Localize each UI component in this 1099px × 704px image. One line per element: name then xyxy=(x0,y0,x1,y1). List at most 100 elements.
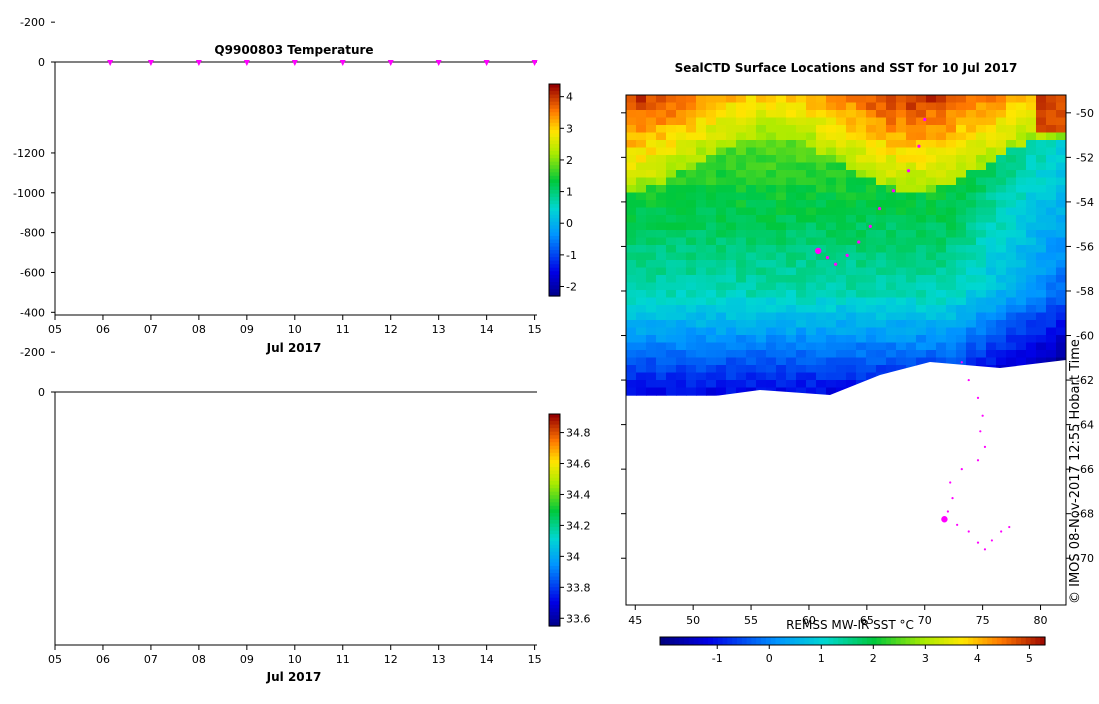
sst-cell xyxy=(946,290,957,299)
sst-colorbar-swatch xyxy=(943,637,950,645)
sst-cell xyxy=(756,140,767,149)
map-x-tick-label: 70 xyxy=(918,614,932,627)
colorbar-swatch xyxy=(549,569,560,574)
sst-cell xyxy=(756,110,767,119)
sst-cell xyxy=(976,275,987,284)
sst-cell xyxy=(956,260,967,269)
sst-cell xyxy=(946,267,957,276)
sst-cell xyxy=(976,117,987,126)
map-x-tick-label: 65 xyxy=(860,614,874,627)
track-point xyxy=(956,523,959,526)
sst-cell xyxy=(966,222,977,231)
sst-colorbar-tick-label: 5 xyxy=(1026,652,1033,665)
sst-cell xyxy=(1056,260,1066,269)
sst-cell xyxy=(1056,327,1066,336)
sst-cell xyxy=(976,237,987,246)
sst-cell xyxy=(796,342,807,351)
sst-cell xyxy=(856,177,867,186)
sst-cell xyxy=(636,320,647,329)
sst-cell xyxy=(846,170,857,179)
sst-cell xyxy=(836,372,847,381)
sst-cell xyxy=(726,207,737,216)
sst-cell xyxy=(876,350,887,359)
sst-cell xyxy=(696,207,707,216)
sst-cell xyxy=(746,132,757,141)
sst-cell xyxy=(736,200,747,209)
sst-cell xyxy=(1026,327,1037,336)
sst-cell xyxy=(636,222,647,231)
colorbar-swatch xyxy=(549,182,560,188)
sst-cell xyxy=(776,95,787,104)
sst-cell xyxy=(886,140,897,149)
sst-colorbar-swatch xyxy=(828,637,834,645)
sst-cell xyxy=(966,357,977,366)
colorbar-swatch xyxy=(549,193,560,198)
sst-cell xyxy=(636,327,647,336)
y-tick-label: -600 xyxy=(20,266,45,279)
sst-cell xyxy=(1026,185,1037,194)
profile-marker xyxy=(291,60,298,66)
colorbar-swatch xyxy=(549,611,560,616)
sst-cell xyxy=(766,162,777,171)
sst-cell xyxy=(636,372,647,381)
sst-cell xyxy=(676,282,687,291)
colorbar-swatch xyxy=(549,246,560,251)
sst-cell xyxy=(996,282,1007,291)
colorbar-swatch xyxy=(549,580,560,585)
colorbar-swatch xyxy=(549,122,560,127)
colorbar-swatch xyxy=(549,197,560,202)
map-axes: 45 50 55 60 65 70 75 80-50-52-54-56-58-60-62-64… xyxy=(621,94,1094,627)
sst-cell xyxy=(896,222,907,231)
sst-cell xyxy=(686,200,697,209)
sst-cell xyxy=(906,215,917,224)
sst-cell xyxy=(1016,290,1027,299)
sst-cell xyxy=(956,275,967,284)
sst-cell xyxy=(706,102,717,111)
sst-cell xyxy=(666,297,677,306)
sst-cell xyxy=(676,110,687,119)
sst-cell xyxy=(996,237,1007,246)
sst-cell xyxy=(876,267,887,276)
sst-cell xyxy=(886,260,897,269)
sst-cell xyxy=(636,230,647,239)
sst-cell xyxy=(996,192,1007,201)
sst-cell xyxy=(1026,140,1037,149)
colorbar-swatch xyxy=(549,594,560,599)
sst-cell xyxy=(756,200,767,209)
sst-cell xyxy=(826,260,837,269)
sst-cell xyxy=(866,155,877,164)
sst-cell xyxy=(726,275,737,284)
colorbar-swatch xyxy=(549,84,560,89)
sst-cell xyxy=(1036,140,1047,149)
sst-cell xyxy=(726,252,737,261)
track-point xyxy=(868,224,872,228)
sst-cell xyxy=(976,260,987,269)
colorbar-swatch xyxy=(549,154,560,159)
sst-cell xyxy=(756,267,767,276)
sst-cell xyxy=(996,132,1007,141)
sst-cell xyxy=(776,102,787,111)
sst-cell xyxy=(856,162,867,171)
sst-cell xyxy=(906,132,917,141)
sst-cell xyxy=(786,222,797,231)
sst-cell xyxy=(626,132,637,141)
sst-cell xyxy=(976,252,987,261)
sst-cell xyxy=(766,305,777,314)
sst-cell xyxy=(806,192,817,201)
sst-cell xyxy=(976,297,987,306)
sst-cell xyxy=(896,335,907,344)
sst-cell xyxy=(676,260,687,269)
sst-cell xyxy=(1056,110,1066,119)
sst-cell xyxy=(1046,162,1057,171)
sst-cell xyxy=(1056,207,1066,216)
sst-cell xyxy=(646,230,657,239)
sst-cell xyxy=(656,132,667,141)
sst-cell xyxy=(1036,237,1047,246)
sst-cell xyxy=(936,267,947,276)
sst-cell xyxy=(736,230,747,239)
x-tick-label: 09 xyxy=(240,653,254,666)
sst-cell xyxy=(766,282,777,291)
sst-cell xyxy=(916,207,927,216)
sst-cell xyxy=(636,305,647,314)
